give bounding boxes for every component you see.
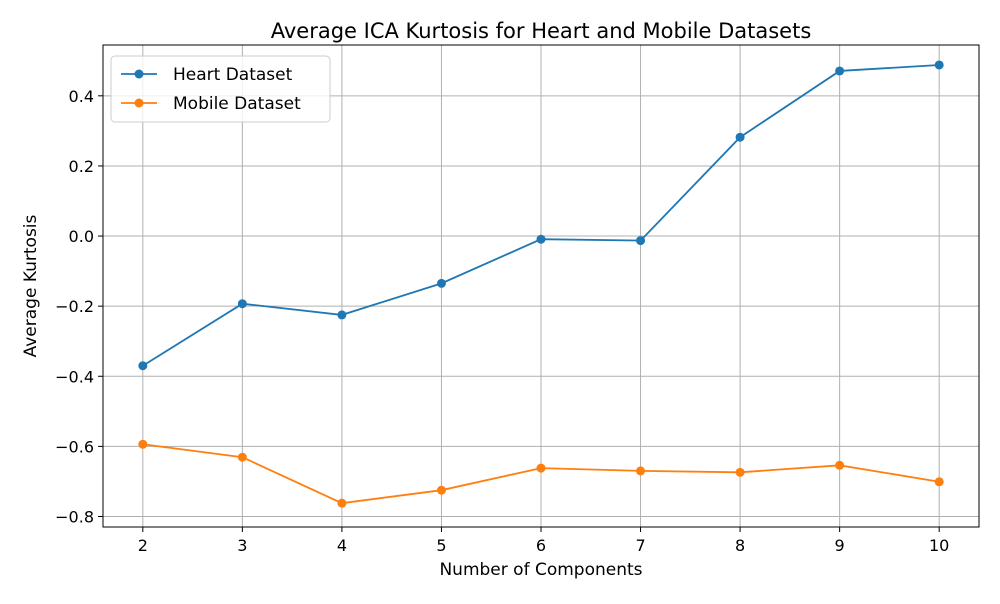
mobile-data-point — [735, 467, 745, 477]
x-tick-label: 3 — [237, 536, 247, 555]
heart-data-point — [337, 310, 347, 320]
mobile-data-point — [237, 452, 247, 462]
y-tick-label: 0.4 — [69, 87, 94, 106]
x-tick-label: 4 — [337, 536, 347, 555]
heart-data-point — [934, 60, 944, 70]
mobile-data-point — [436, 485, 446, 495]
mobile-data-point — [835, 460, 845, 470]
y-axis-label: Average Kurtosis — [21, 214, 41, 357]
heart-data-point — [237, 299, 247, 309]
legend-box — [110, 55, 331, 123]
x-tick-label: 5 — [436, 536, 446, 555]
x-axis: 2 3 4 5 6 7 8 9 10 — [138, 527, 949, 555]
y-tick-label: −0.8 — [55, 507, 94, 526]
x-tick-label: 10 — [929, 536, 949, 555]
chart-title: Average ICA Kurtosis for Heart and Mobil… — [271, 19, 812, 43]
x-axis-label: Number of Components — [439, 560, 642, 580]
mobile-data-point — [636, 466, 646, 476]
legend-heart-label: Heart Dataset — [173, 65, 293, 85]
mobile-data-point — [536, 463, 546, 473]
x-tick-label: 8 — [735, 536, 745, 555]
heart-data-point — [436, 278, 446, 288]
x-tick-label: 2 — [138, 536, 148, 555]
heart-data-point — [735, 132, 745, 142]
legend: Heart Dataset Mobile Dataset — [110, 55, 331, 123]
y-tick-label: 0.2 — [69, 157, 94, 176]
legend-heart-marker — [134, 69, 144, 79]
y-tick-label: −0.2 — [55, 297, 94, 316]
x-tick-label: 9 — [835, 536, 845, 555]
mobile-data-point — [337, 498, 347, 508]
legend-mobile-label: Mobile Dataset — [173, 94, 301, 114]
heart-data-point — [536, 234, 546, 244]
mobile-data-point — [934, 477, 944, 487]
x-tick-label: 7 — [635, 536, 645, 555]
heart-data-point — [835, 66, 845, 76]
y-tick-label: 0.0 — [69, 227, 94, 246]
y-tick-label: −0.4 — [55, 367, 94, 386]
mobile-data-point — [138, 439, 148, 449]
heart-data-point — [636, 236, 646, 246]
heart-data-point — [138, 361, 148, 371]
x-tick-label: 6 — [536, 536, 546, 555]
plot-area — [138, 60, 944, 508]
y-tick-label: −0.6 — [55, 437, 94, 456]
y-axis: −0.8 −0.6 −0.4 −0.2 0.0 0.2 0.4 — [55, 87, 103, 526]
legend-mobile-marker — [134, 98, 144, 108]
